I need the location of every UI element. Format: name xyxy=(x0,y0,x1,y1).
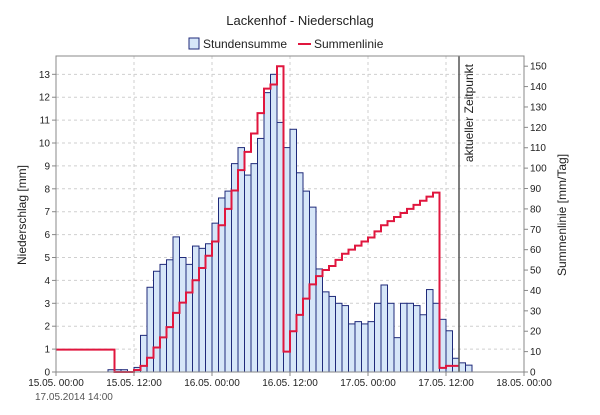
x-tick-label: 17.05. 00:00 xyxy=(340,378,396,389)
y-tick-label: 11 xyxy=(40,116,51,127)
precip-bar xyxy=(250,163,258,373)
y-tick-label: 5 xyxy=(44,253,50,264)
y2-tick-label: 120 xyxy=(530,123,547,134)
y2-axis-label: Summenlinie [mm/Tag] xyxy=(555,154,569,276)
y2-tick-label: 130 xyxy=(530,102,547,113)
precip-bar xyxy=(302,190,310,373)
precip-bar xyxy=(380,284,388,373)
y2-tick-label: 150 xyxy=(530,62,547,73)
current-time-marker: aktueller Zeitpunkt xyxy=(458,56,476,372)
precip-bar xyxy=(374,302,382,373)
y2-tick-label: 90 xyxy=(530,184,542,195)
y2-tick-label: 30 xyxy=(530,306,542,317)
y-tick-label: 0 xyxy=(44,368,50,379)
precip-bar xyxy=(387,302,395,373)
legend-swatch-stundensumme xyxy=(188,37,200,50)
precip-bar xyxy=(458,362,466,373)
precip-bar xyxy=(263,92,271,373)
precip-bar xyxy=(419,314,427,373)
precip-bar xyxy=(270,73,278,373)
y2-tick-label: 40 xyxy=(530,286,542,297)
precip-bar xyxy=(335,302,343,373)
y2-tick-label: 0 xyxy=(530,368,536,379)
precip-bar xyxy=(354,321,362,373)
y-tick-label: 7 xyxy=(44,207,50,218)
x-tick-label: 15.05. 12:00 xyxy=(106,378,162,389)
precip-bar xyxy=(328,295,336,373)
y2-tick-label: 80 xyxy=(530,204,542,215)
summenlinie-line xyxy=(56,65,459,373)
precip-bar xyxy=(426,289,434,373)
precip-bar xyxy=(159,263,167,373)
y-tick-label: 3 xyxy=(44,299,50,310)
legend-label-summenlinie: Summenlinie xyxy=(314,37,384,51)
x-tick-label: 16.05. 00:00 xyxy=(184,378,240,389)
precip-bar xyxy=(257,137,265,373)
y2-tick-label: 60 xyxy=(530,245,542,256)
current-time-label: aktueller Zeitpunkt xyxy=(462,63,476,162)
y2-tick-label: 100 xyxy=(530,164,547,175)
y-tick-label: 4 xyxy=(44,276,50,287)
x-axis: 15.05. 00:00 15.05. 12:00 16.05. 00:00 16.0… xyxy=(28,372,552,389)
precip-bar xyxy=(322,291,330,373)
precip-bar xyxy=(393,337,401,373)
precip-bar xyxy=(465,364,473,373)
precip-bar xyxy=(361,323,369,373)
y2-tick-label: 110 xyxy=(530,143,546,154)
bar-series xyxy=(107,73,473,373)
y-axis-label: Niederschlag [mm] xyxy=(15,165,29,265)
x-tick-label: 18.05. 00:00 xyxy=(496,378,552,389)
y-tick-label: 9 xyxy=(44,161,50,172)
x-tick-label: 16.05. 12:00 xyxy=(262,378,318,389)
legend: Stundensumme Summenlinie xyxy=(188,37,384,51)
legend-label-stundensumme: Stundensumme xyxy=(203,37,287,51)
x-tick-label: 17.05. 12:00 xyxy=(418,378,474,389)
precip-bar xyxy=(367,321,375,373)
y2-tick-label: 140 xyxy=(530,82,547,93)
precip-bar xyxy=(179,257,187,373)
y-tick-label: 10 xyxy=(39,139,51,150)
precip-bar xyxy=(406,302,414,373)
y2-tick-label: 10 xyxy=(530,347,542,358)
y-tick-label: 6 xyxy=(44,230,50,241)
line-series xyxy=(56,65,459,373)
precip-bar xyxy=(348,323,356,373)
y-axis-right: 0 10 20 30 40 50 60 70 80 90 100 110 120 130 140 150 xyxy=(524,62,547,379)
footer-timestamp: 17.05.2014 14:00 xyxy=(35,392,113,403)
precip-bar xyxy=(244,174,252,373)
y2-tick-label: 50 xyxy=(530,266,542,277)
y-tick-label: 13 xyxy=(39,70,51,81)
y-tick-label: 2 xyxy=(44,322,50,333)
precip-bar xyxy=(341,305,349,373)
y-tick-label: 8 xyxy=(44,184,50,195)
chart-title: Lackenhof - Niederschlag xyxy=(226,13,373,28)
y2-tick-label: 20 xyxy=(530,327,542,338)
precip-bar xyxy=(400,302,408,373)
precip-bar xyxy=(296,172,304,373)
y-tick-label: 1 xyxy=(44,345,50,356)
y-tick-label: 12 xyxy=(39,93,51,104)
y2-tick-label: 70 xyxy=(530,225,542,236)
precip-bar xyxy=(192,245,200,373)
precip-bar xyxy=(413,305,421,373)
x-tick-label: 15.05. 00:00 xyxy=(28,378,84,389)
